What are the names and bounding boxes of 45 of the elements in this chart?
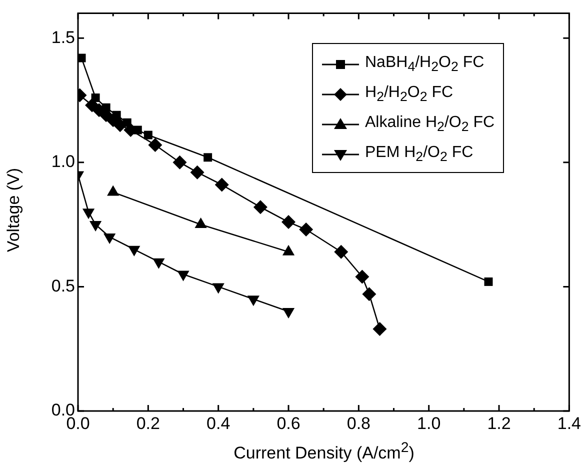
point — [282, 215, 296, 230]
legend-label: H$_{2}$/H$_{2}$O$_{2}$ FC — [365, 84, 454, 104]
x-tick-label: 0.2 — [136, 414, 160, 433]
legend-label: Alkaline H$_{2}$/O$_{2}$ FC — [365, 114, 495, 134]
point — [148, 138, 162, 152]
point — [102, 103, 110, 112]
point — [122, 118, 132, 127]
legend-label: PEM H$_{2}$/O$_{2}$ FC — [365, 144, 474, 164]
point — [89, 221, 102, 232]
point — [144, 130, 152, 140]
point — [172, 155, 187, 170]
x-tick-label: 0.6 — [276, 414, 300, 433]
point — [91, 93, 100, 102]
x-axis-title: Current Density (A/cm$^{2}$) — [232, 440, 416, 464]
y-tick-label: 1.5 — [51, 28, 75, 47]
y-axis-title: Voltage (V) — [4, 166, 24, 254]
x-tick-label: 0.4 — [206, 414, 230, 433]
point — [362, 287, 376, 302]
x-tick-label: 0.8 — [346, 414, 370, 433]
point — [212, 283, 224, 294]
point — [204, 153, 212, 162]
point — [372, 322, 387, 336]
point — [484, 277, 493, 286]
point — [82, 208, 95, 220]
x-tick-label: 1.2 — [487, 414, 511, 433]
point — [214, 178, 229, 192]
y-tick-label: 1.0 — [51, 152, 75, 172]
point — [334, 244, 348, 259]
point — [247, 296, 260, 306]
point — [104, 233, 116, 244]
y-tick-label: 0.5 — [51, 276, 75, 296]
point — [112, 110, 121, 120]
point — [128, 246, 140, 256]
x-tick-label: 1.0 — [417, 414, 441, 433]
point — [282, 308, 295, 319]
x-tick-label: 1.4 — [557, 414, 582, 433]
point — [133, 126, 142, 134]
point — [253, 200, 268, 214]
point — [177, 270, 190, 282]
point — [355, 270, 370, 284]
point — [299, 222, 314, 237]
point — [78, 54, 86, 62]
point — [152, 258, 165, 269]
point — [190, 165, 204, 180]
legend-label: NaBH$_{4}$/H$_{2}$O$_{2}$ FC — [365, 54, 484, 74]
